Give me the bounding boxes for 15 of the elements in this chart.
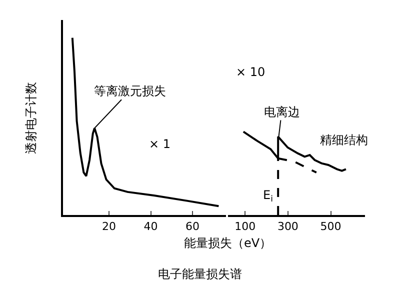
- x-tick-label: 40: [144, 220, 158, 233]
- x-tick-label: 20: [102, 220, 116, 233]
- x-tick-label: 300: [277, 220, 298, 233]
- annotation: 等离激元损失: [94, 84, 166, 98]
- annotation: 精细结构: [320, 133, 368, 147]
- x-tick-label: 60: [186, 220, 200, 233]
- x-tick-label: 100: [234, 220, 256, 233]
- annotation: × 1: [149, 137, 171, 151]
- x-tick-label: 500: [320, 220, 342, 233]
- y-axis-title: 透射电子计数: [24, 82, 38, 154]
- annotation: 电离边: [264, 105, 300, 119]
- text: 电子能量损失谱: [158, 267, 242, 281]
- annotation: E$_{i}$: [263, 188, 273, 204]
- text: × 10: [236, 65, 266, 79]
- x-axis-title: 能量损失（eV）: [184, 236, 272, 250]
